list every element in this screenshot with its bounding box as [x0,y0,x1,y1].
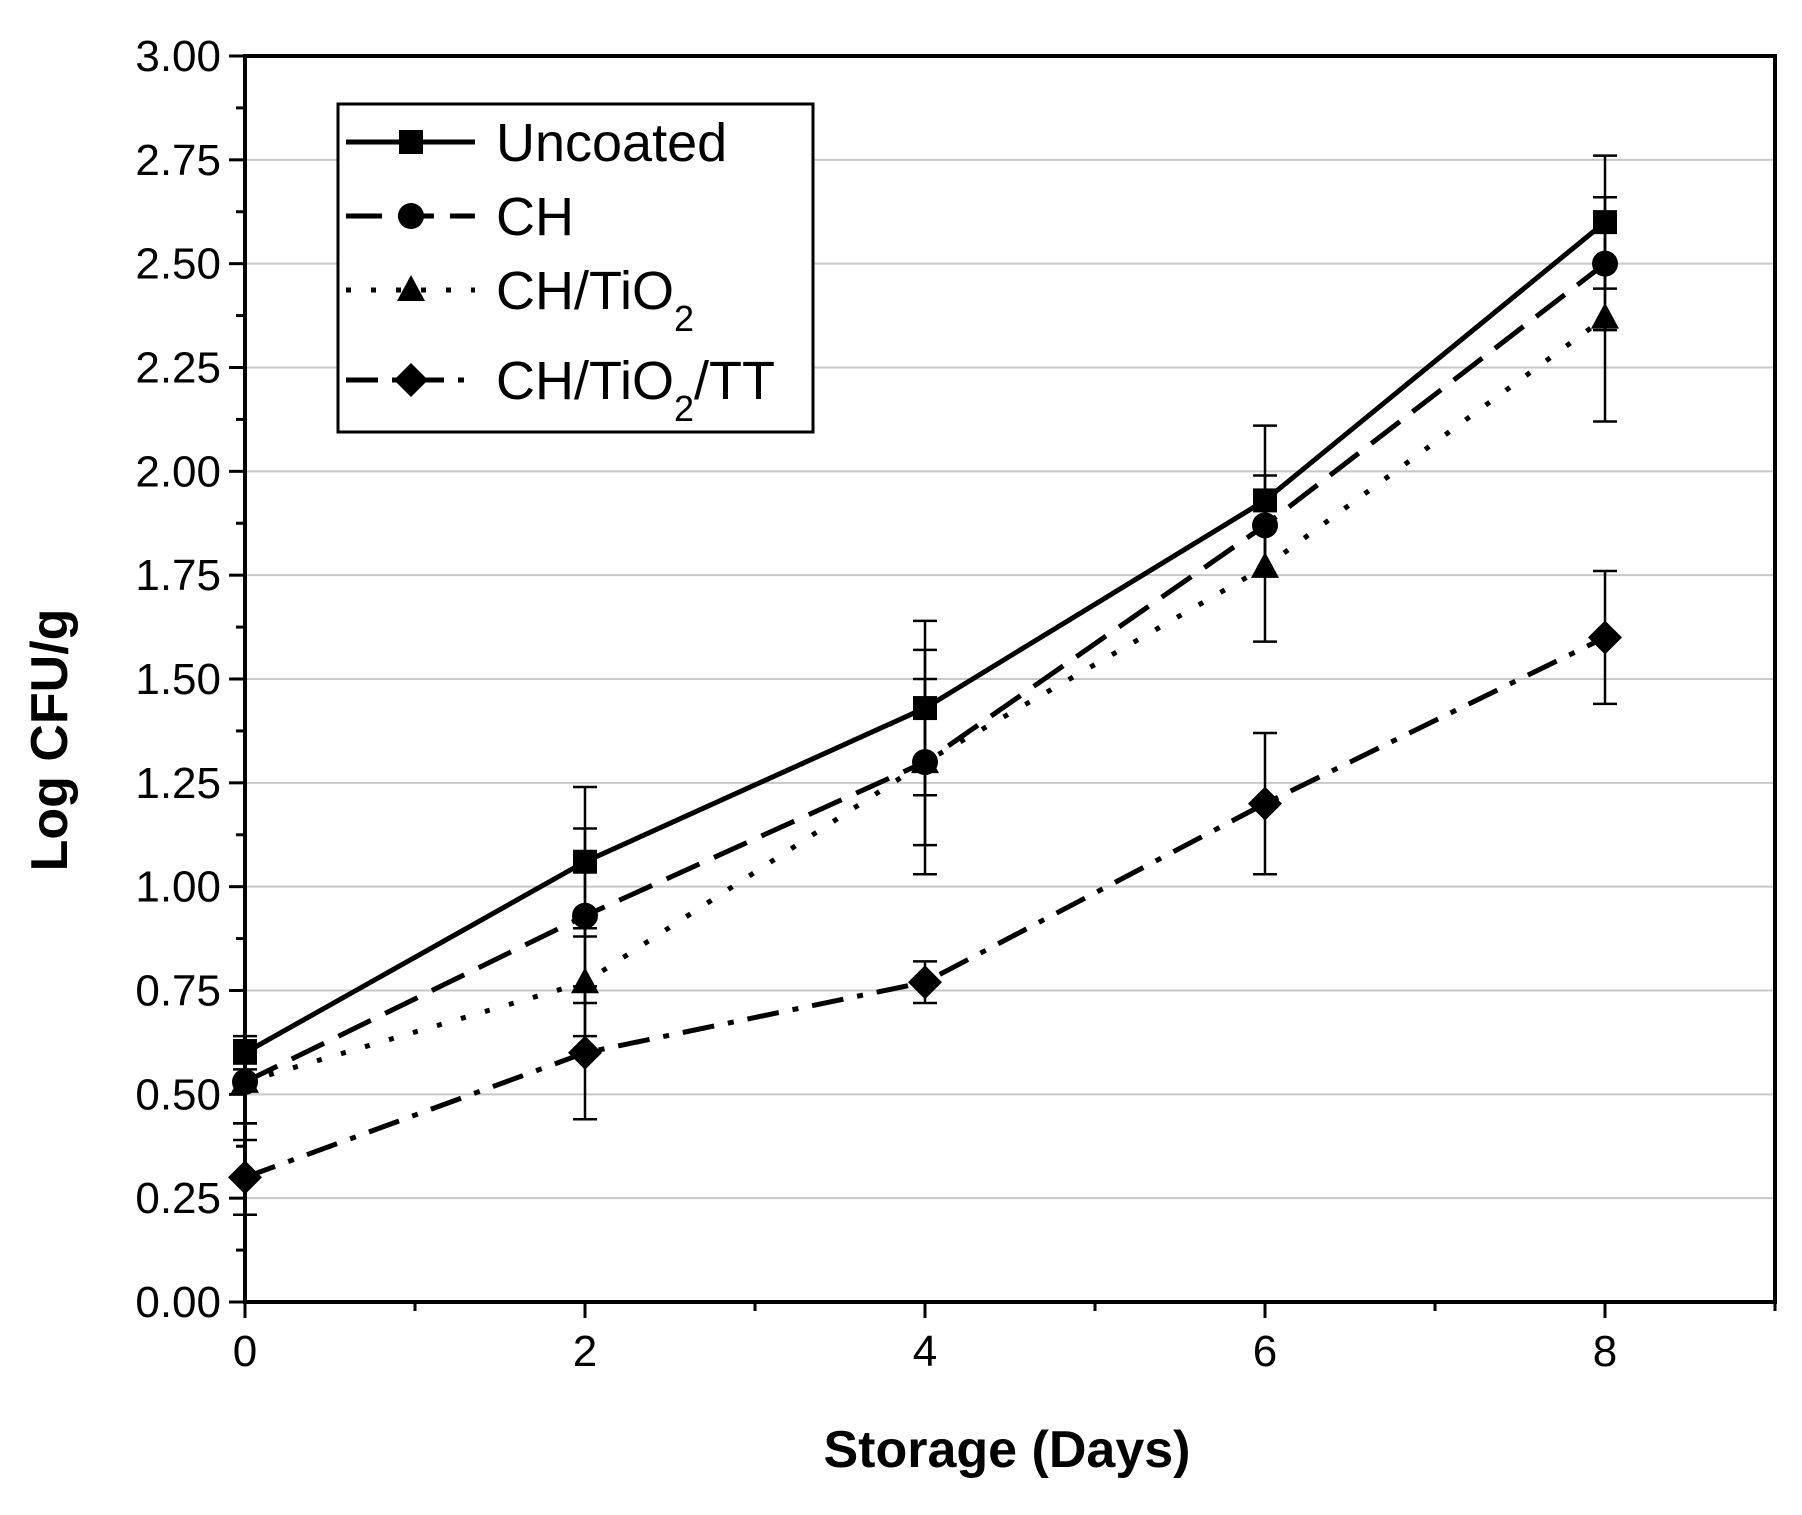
y-tick-label: 0.00 [135,1278,221,1327]
legend-marker [397,275,425,301]
y-tick-label: 2.25 [135,344,221,393]
legend-marker [398,203,424,229]
data-point [911,747,939,774]
y-axis-title: Log CFU/g [21,609,79,872]
y-tick-label: 2.00 [135,447,221,496]
y-tick-label: 3.00 [135,32,221,81]
data-point [1588,620,1622,655]
x-axis-title: Storage (Days) [824,1421,1191,1479]
data-point [908,965,942,1000]
x-tick-label: 6 [1253,1327,1277,1376]
legend-item: CH [346,187,574,247]
legend-marker [399,130,423,154]
data-point [1591,302,1619,329]
legend-item: CH/TiO2/TT [346,351,775,429]
data-point [1248,786,1282,821]
y-tick-label: 2.50 [135,240,221,289]
legend-item: Uncoated [346,113,727,173]
x-tick-label: 4 [913,1327,937,1376]
y-tick-label: 0.50 [135,1070,221,1119]
x-tick-label: 0 [233,1327,257,1376]
legend-label: CH/TiO2 [496,261,694,339]
data-point [572,902,598,929]
series-ch-tio2-tt [228,569,1622,1217]
legend-marker [394,363,428,397]
legend-label: CH/TiO2/TT [496,351,775,429]
y-tick-label: 0.75 [135,967,221,1016]
y-tick-label: 0.25 [135,1174,221,1223]
y-tick-label: 1.75 [135,551,221,600]
legend-label: CH [496,187,574,247]
x-tick-label: 2 [573,1327,597,1376]
legend-label: Uncoated [496,113,727,173]
data-point [1251,551,1279,578]
x-tick-label: 8 [1593,1327,1617,1376]
y-tick-label: 1.25 [135,759,221,808]
y-tick-label: 1.50 [135,655,221,704]
y-tick-label: 1.00 [135,863,221,912]
y-tick-label: 2.75 [135,136,221,185]
legend-item: CH/TiO2 [346,261,694,339]
data-point [568,1035,602,1070]
